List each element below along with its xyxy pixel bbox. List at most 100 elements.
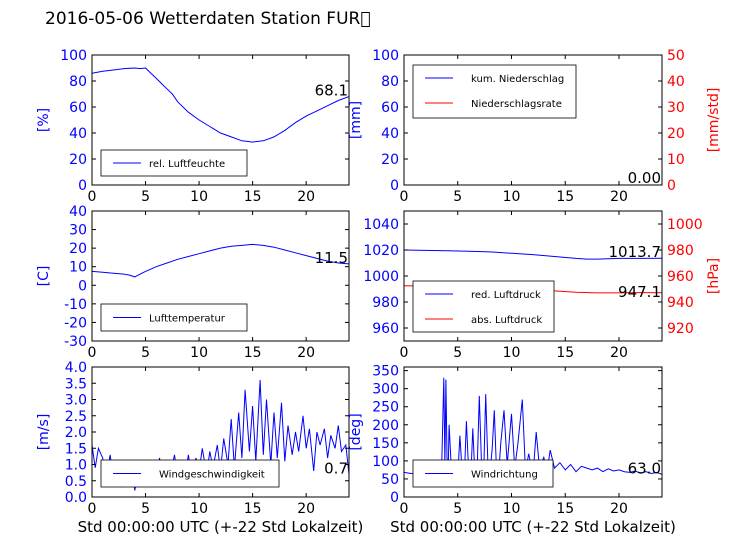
legend-label-windgeschwindigkeit: Windgeschwindigkeit bbox=[159, 470, 265, 481]
y-tick-label: -10 bbox=[64, 297, 87, 313]
figure-title: 2016-05-06 Wetterdaten Station FUR  bbox=[45, 9, 371, 29]
x-tick-label: 5 bbox=[453, 501, 462, 517]
x-tick-label: 20 bbox=[610, 501, 628, 517]
y2-tick-label: 20 bbox=[667, 126, 685, 142]
legend-label-rel-luftfeuchte: rel. Luftfeuchte bbox=[149, 159, 225, 170]
plot-frame-precipitation bbox=[403, 54, 663, 186]
y-tick-label: 2.0 bbox=[65, 425, 87, 441]
y-tick-label: 40 bbox=[69, 126, 87, 142]
y-axis-label: [deg] bbox=[348, 413, 364, 450]
y-tick-label: 1.5 bbox=[65, 441, 87, 457]
series-line-rel-luftfeuchte bbox=[92, 67, 349, 143]
y2-tick-label: 40 bbox=[667, 74, 685, 90]
x-tick-label: 0 bbox=[88, 501, 97, 517]
y-tick-label: 1020 bbox=[363, 243, 399, 259]
x-tick-label: 15 bbox=[556, 501, 574, 517]
x-tick-label: 0 bbox=[400, 345, 409, 361]
y-tick-label: 0 bbox=[390, 490, 399, 506]
legend-label-kum-niederschlag: kum. Niederschlag bbox=[471, 74, 564, 85]
y-tick-label: 100 bbox=[372, 454, 399, 470]
x-tick-label: 15 bbox=[556, 345, 574, 361]
y-tick-label: 3.0 bbox=[65, 393, 87, 409]
x-tick-label: 20 bbox=[610, 345, 628, 361]
x-tick-label: 10 bbox=[190, 189, 208, 205]
x-tick-label: 15 bbox=[244, 189, 262, 205]
y-tick-label: 4.0 bbox=[65, 360, 87, 376]
y-tick-label: 300 bbox=[372, 382, 399, 398]
plot-frame-winddirection bbox=[403, 366, 663, 498]
y-tick-label: 0.0 bbox=[65, 490, 87, 506]
x-tick-label: 5 bbox=[141, 501, 150, 517]
x-tick-label: 5 bbox=[141, 189, 150, 205]
y-tick-label: 250 bbox=[372, 400, 399, 416]
x-tick-label: 15 bbox=[244, 345, 262, 361]
y2-tick-label: 920 bbox=[667, 321, 694, 337]
last-value-label: 0.7 bbox=[324, 459, 348, 477]
x-tick-label: 10 bbox=[190, 501, 208, 517]
x-tick-label: 5 bbox=[141, 345, 150, 361]
y-tick-label: 0 bbox=[78, 278, 87, 294]
x-tick-label: 15 bbox=[556, 189, 574, 205]
y-tick-label: 100 bbox=[60, 48, 87, 64]
x-tick-label: 10 bbox=[190, 345, 208, 361]
y2-tick-label: 50 bbox=[667, 48, 685, 64]
legend-box-precipitation bbox=[412, 64, 577, 119]
x-tick-label: 15 bbox=[244, 501, 262, 517]
y-tick-label: 20 bbox=[69, 152, 87, 168]
last-value-label: 947.1 bbox=[618, 283, 661, 301]
y-axis-label: [C] bbox=[36, 266, 52, 287]
last-value-label: 68.1 bbox=[315, 82, 348, 100]
y-tick-label: 20 bbox=[69, 241, 87, 257]
y2-tick-label: 0 bbox=[667, 178, 676, 194]
y-tick-label: 200 bbox=[372, 418, 399, 434]
y-tick-label: 100 bbox=[372, 48, 399, 64]
x-tick-label: 20 bbox=[297, 345, 315, 361]
last-value-label: 1013.7 bbox=[609, 243, 662, 261]
plot-frame-humidity bbox=[91, 54, 350, 186]
y-tick-label: 960 bbox=[372, 321, 399, 337]
y-tick-label: 350 bbox=[372, 364, 399, 380]
y-tick-label: 50 bbox=[381, 472, 399, 488]
x-tick-label: 10 bbox=[503, 189, 521, 205]
y-tick-label: 980 bbox=[372, 295, 399, 311]
y-tick-label: -30 bbox=[64, 334, 87, 350]
x-tick-label: 10 bbox=[503, 345, 521, 361]
y-tick-label: 0.5 bbox=[65, 474, 87, 490]
y-tick-label: 1040 bbox=[363, 217, 399, 233]
y-tick-label: 40 bbox=[381, 126, 399, 142]
y-tick-label: 1000 bbox=[363, 269, 399, 285]
y-tick-label: -20 bbox=[64, 315, 87, 331]
x-tick-label: 0 bbox=[400, 501, 409, 517]
y-tick-label: 1.0 bbox=[65, 458, 87, 474]
legend-label-windrichtung: Windrichtung bbox=[471, 470, 538, 481]
legend-box-pressure bbox=[412, 280, 555, 333]
x-tick-label: 20 bbox=[610, 189, 628, 205]
y2-tick-label: 1000 bbox=[667, 217, 703, 233]
y-axis-label: [m/s] bbox=[36, 414, 52, 451]
y2-tick-label: 940 bbox=[667, 295, 694, 311]
y-axis-label: [mm] bbox=[348, 101, 364, 139]
y2-tick-label: 10 bbox=[667, 152, 685, 168]
y-tick-label: 0 bbox=[390, 178, 399, 194]
legend-label-red-luftdruck: red. Luftdruck bbox=[471, 290, 541, 301]
y-tick-label: 10 bbox=[69, 260, 87, 276]
y-axis-label: [%] bbox=[36, 108, 52, 132]
legend-label-abs-luftdruck: abs. Luftdruck bbox=[471, 315, 542, 326]
plot-frame-temperature bbox=[91, 210, 350, 342]
y2-tick-label: 980 bbox=[667, 243, 694, 259]
x-axis-label: Std 00:00:00 UTC (+-22 Std Lokalzeit) bbox=[390, 518, 676, 536]
y2-tick-label: 30 bbox=[667, 100, 685, 116]
y-tick-label: 150 bbox=[372, 436, 399, 452]
y-tick-label: 20 bbox=[381, 152, 399, 168]
y-tick-label: 80 bbox=[381, 74, 399, 90]
y-tick-label: 2.5 bbox=[65, 409, 87, 425]
legend-label-lufttemperatur: Lufttemperatur bbox=[149, 314, 226, 325]
y-tick-label: 0 bbox=[78, 178, 87, 194]
y2-axis-label: [mm/std] bbox=[706, 88, 722, 153]
y-tick-label: 80 bbox=[69, 74, 87, 90]
last-value-label: 11.5 bbox=[315, 249, 348, 267]
x-tick-label: 5 bbox=[453, 345, 462, 361]
x-tick-label: 20 bbox=[297, 501, 315, 517]
x-tick-label: 0 bbox=[400, 189, 409, 205]
